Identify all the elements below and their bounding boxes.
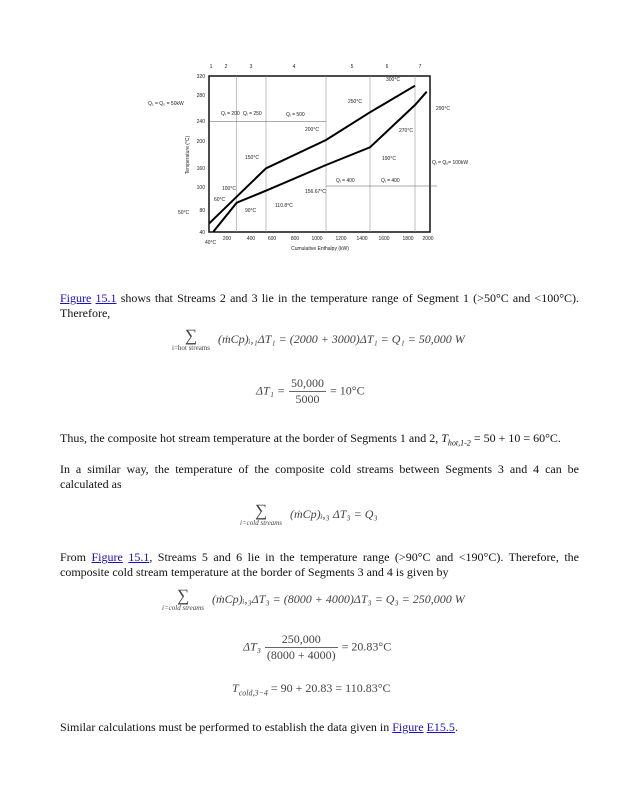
equation-6: Tcold,3−4 = 90 + 20.83 = 110.83°C [232, 681, 391, 698]
svg-text:600: 600 [268, 236, 277, 242]
svg-text:1800: 1800 [402, 236, 413, 242]
q-arrows [209, 121, 437, 187]
svg-text:200: 200 [223, 236, 232, 242]
svg-text:280: 280 [197, 93, 206, 99]
figure-number-link[interactable]: E15.5 [426, 720, 455, 734]
svg-text:50°C: 50°C [178, 210, 190, 216]
summation: ∑ i=hot streams [172, 326, 210, 352]
paragraph-3: In a similar way, the temperature of the… [60, 462, 579, 491]
hot-composite-curve [208, 84, 416, 225]
paragraph-text: shows that Streams 2 and 3 lie in the te… [60, 291, 580, 320]
svg-text:2000: 2000 [422, 236, 433, 242]
svg-text:Qᵢ = 400: Qᵢ = 400 [381, 178, 400, 184]
svg-text:150°C: 150°C [245, 155, 259, 161]
svg-text:5: 5 [351, 64, 354, 70]
svg-text:156.67°C: 156.67°C [305, 189, 326, 195]
segment-dividers [236, 76, 416, 232]
svg-text:6: 6 [386, 64, 389, 70]
figure-link[interactable]: Figure [91, 550, 123, 564]
svg-text:Qᵢ = Qᵤ= 100kW: Qᵢ = Qᵤ= 100kW [432, 160, 468, 166]
cold-composite-curve [212, 91, 428, 233]
figure-link[interactable]: Figure [392, 720, 424, 734]
svg-text:60°C: 60°C [214, 197, 226, 203]
svg-text:270°C: 270°C [399, 128, 413, 134]
y-tick-labels: 320 280 240 200 160 100 80 40 [197, 74, 206, 236]
svg-text:320: 320 [197, 74, 206, 80]
svg-text:250°C: 250°C [348, 99, 362, 105]
equation-4: ∑ i=cold streams (ṁCp)ᵢ,₃ΔT₃ = (8000 + 400… [162, 586, 465, 612]
segment-labels: 1 2 3 4 5 6 7 [210, 64, 422, 70]
svg-text:90°C: 90°C [245, 208, 257, 214]
x-tick-labels: 200 400 600 800 1000 1200 1400 1600 1800 2000 [223, 236, 434, 242]
svg-text:3: 3 [250, 64, 253, 70]
svg-text:190°C: 190°C [382, 156, 396, 162]
svg-text:1200: 1200 [335, 236, 346, 242]
svg-text:1000: 1000 [311, 236, 322, 242]
paragraph-5: Similar calculations must be performed t… [60, 720, 458, 734]
x-axis-label: Cumulative Enthalpy (kW) [291, 246, 349, 252]
svg-text:290°C: 290°C [436, 106, 450, 112]
equation-2: ΔT₁ = 50,000 5000 = 10°C [256, 376, 365, 406]
svg-text:300°C: 300°C [386, 77, 400, 83]
svg-text:1400: 1400 [356, 236, 367, 242]
equation-5: ΔT₃ 250,000 (8000 + 4000) = 20.83°C [243, 632, 392, 662]
svg-text:40°C: 40°C [205, 240, 217, 246]
svg-text:4: 4 [293, 64, 296, 70]
svg-text:Qᵢ = 500: Qᵢ = 500 [286, 112, 305, 118]
svg-text:40: 40 [199, 230, 205, 236]
equation-1: ∑ i=hot streams (ṁCp)ᵢ,₁ΔT₁ = (2000 + 3000… [172, 326, 465, 352]
paragraph-1: Figure 15.1 shows that Streams 2 and 3 l… [60, 291, 579, 321]
svg-text:80: 80 [199, 208, 205, 214]
svg-text:200: 200 [197, 139, 206, 145]
svg-text:200°C: 200°C [305, 127, 319, 133]
figure-annotations: Q₁ = Q₀ = 50kW Qᵢ = 200 Qᵢ = 250 Qᵢ = 50… [148, 77, 468, 246]
svg-text:240: 240 [197, 119, 206, 125]
svg-text:Q₁ = Q₀ = 50kW: Q₁ = Q₀ = 50kW [148, 101, 184, 107]
svg-text:100°C: 100°C [222, 186, 236, 192]
composite-curves-figure: 1 2 3 4 5 6 7 320 280 240 200 160 100 80 40 200… [148, 64, 468, 252]
svg-text:160: 160 [197, 166, 206, 172]
svg-text:100: 100 [197, 185, 206, 191]
svg-text:1600: 1600 [378, 236, 389, 242]
figure-link[interactable]: Figure [60, 291, 92, 305]
svg-text:7: 7 [419, 64, 422, 70]
paragraph-2: Thus, the composite hot stream temperatu… [60, 431, 561, 448]
svg-text:Qᵢ = 200: Qᵢ = 200 [221, 111, 240, 117]
svg-text:Qᵢ = 400: Qᵢ = 400 [336, 178, 355, 184]
equation-3: ∑ i=cold streams (ṁCp)ᵢ,₃ ΔT₃ = Q₃ [240, 501, 378, 527]
figure-number-link[interactable]: 15.1 [95, 291, 117, 305]
svg-text:110.8°C: 110.8°C [275, 203, 293, 209]
svg-text:1: 1 [210, 64, 213, 70]
paragraph-4: From Figure 15.1, Streams 5 and 6 lie in… [60, 550, 580, 579]
figure-number-link[interactable]: 15.1 [128, 550, 150, 564]
svg-text:800: 800 [291, 236, 300, 242]
svg-text:400: 400 [247, 236, 256, 242]
svg-text:Qᵢ = 250: Qᵢ = 250 [243, 111, 262, 117]
y-axis-label: Temperature (°C) [185, 135, 191, 174]
plot-frame [208, 75, 431, 233]
svg-text:2: 2 [225, 64, 228, 70]
